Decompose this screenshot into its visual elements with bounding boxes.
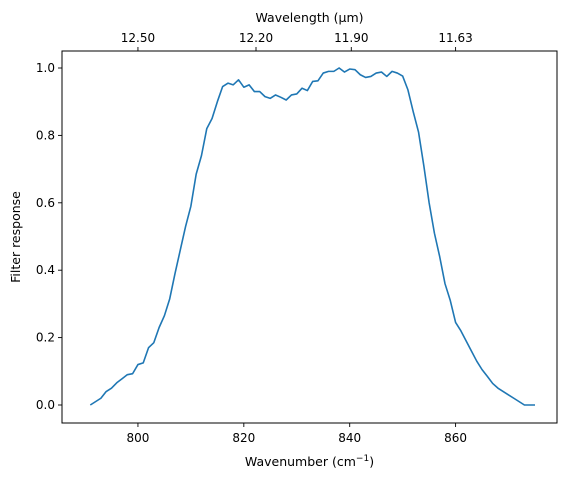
x-axis-label: Wavenumber (cm−1) bbox=[245, 454, 374, 469]
top-axis-label: Wavelength (μm) bbox=[255, 10, 363, 25]
y-tick-label: 0.6 bbox=[36, 196, 55, 210]
series-line-0 bbox=[89, 67, 535, 406]
y-tick-label: 0.8 bbox=[36, 128, 55, 142]
top-tick-label: 11.90 bbox=[334, 31, 368, 45]
plot-marks bbox=[89, 67, 535, 406]
top-axis-ticks: 12.50 12.20 11.90 11.63 bbox=[121, 31, 473, 51]
y-tick-label: 1.0 bbox=[36, 61, 55, 75]
top-tick-label: 12.50 bbox=[121, 31, 155, 45]
y-axis-label: Filter response bbox=[8, 191, 23, 283]
x-axis-label-superscript: −1 bbox=[356, 454, 369, 464]
y-tick-label: 0.0 bbox=[36, 398, 55, 412]
x-tick-label: 800 bbox=[126, 431, 149, 445]
top-tick-label: 12.20 bbox=[239, 31, 273, 45]
x-axis-ticks: 800 820 840 860 bbox=[126, 423, 467, 445]
x-tick-label: 840 bbox=[338, 431, 361, 445]
x-tick-label: 860 bbox=[444, 431, 467, 445]
x-tick-label: 820 bbox=[232, 431, 255, 445]
y-tick-label: 0.2 bbox=[36, 331, 55, 345]
plot-frame bbox=[61, 50, 558, 424]
x-axis-label-close: ) bbox=[369, 454, 374, 469]
top-tick-label: 11.63 bbox=[438, 31, 472, 45]
y-axis-ticks: 0.0 0.2 0.4 0.6 0.8 1.0 bbox=[36, 61, 62, 412]
x-axis-label-main: Wavenumber (cm bbox=[245, 454, 356, 469]
y-tick-label: 0.4 bbox=[36, 263, 55, 277]
